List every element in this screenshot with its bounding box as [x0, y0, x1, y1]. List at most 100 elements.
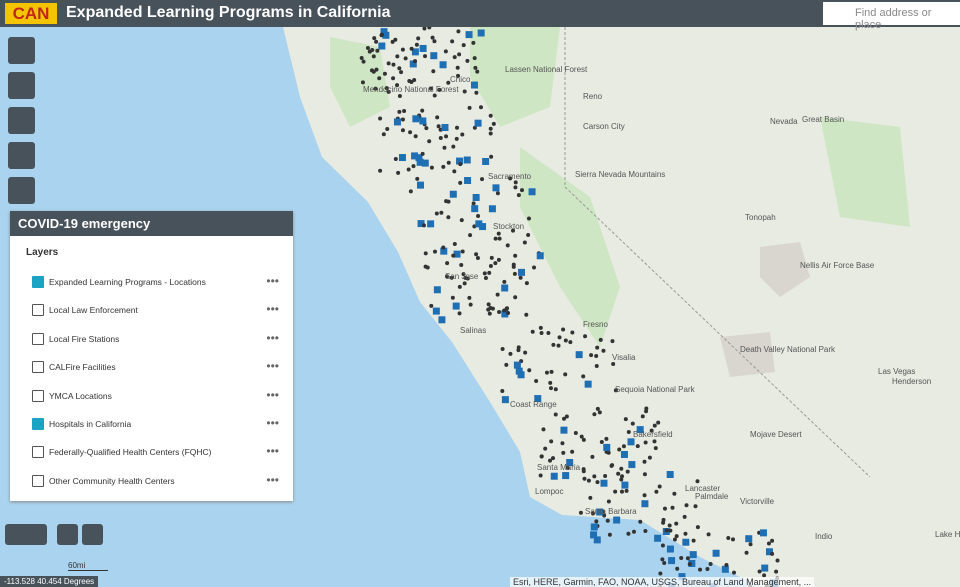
map-marker[interactable] — [589, 353, 594, 358]
map-marker[interactable] — [695, 525, 700, 530]
map-marker[interactable] — [457, 284, 462, 289]
map-marker[interactable] — [642, 493, 647, 498]
map-marker[interactable] — [409, 60, 417, 68]
map-marker[interactable] — [437, 87, 442, 92]
map-marker[interactable] — [506, 311, 511, 316]
map-marker[interactable] — [674, 521, 679, 526]
map-marker[interactable] — [672, 491, 677, 496]
map-marker[interactable] — [361, 59, 366, 64]
map-marker[interactable] — [359, 55, 364, 60]
map-marker[interactable] — [393, 37, 398, 42]
map-marker[interactable] — [385, 126, 390, 131]
map-marker[interactable] — [489, 255, 494, 260]
map-marker[interactable] — [513, 295, 518, 300]
map-marker[interactable] — [631, 529, 636, 534]
map-marker[interactable] — [475, 69, 480, 74]
map-marker[interactable] — [452, 242, 457, 247]
map-marker[interactable] — [458, 162, 463, 167]
map-marker[interactable] — [488, 263, 493, 268]
checkbox[interactable] — [32, 304, 44, 317]
map-marker[interactable] — [516, 193, 521, 198]
map-marker[interactable] — [546, 331, 551, 336]
map-marker[interactable] — [488, 126, 493, 131]
map-marker[interactable] — [371, 69, 376, 74]
layer-row[interactable]: Hospitals in California ••• — [24, 416, 279, 432]
map-marker[interactable] — [501, 396, 509, 404]
map-marker[interactable] — [430, 52, 438, 60]
map-marker[interactable] — [395, 54, 400, 59]
map-marker[interactable] — [595, 480, 600, 485]
map-marker[interactable] — [470, 81, 478, 89]
map-marker[interactable] — [456, 29, 461, 34]
map-marker[interactable] — [488, 113, 493, 118]
map-marker[interactable] — [416, 158, 424, 166]
map-marker[interactable] — [548, 458, 553, 463]
map-marker[interactable] — [465, 58, 470, 63]
map-marker[interactable] — [398, 154, 406, 162]
map-marker[interactable] — [599, 439, 604, 444]
map-marker[interactable] — [560, 441, 565, 446]
map-marker[interactable] — [500, 347, 505, 352]
map-marker[interactable] — [539, 330, 544, 335]
checkbox[interactable] — [32, 389, 44, 402]
map-marker[interactable] — [411, 48, 419, 56]
map-marker[interactable] — [378, 42, 386, 50]
map-marker[interactable] — [433, 286, 441, 294]
checkbox[interactable] — [32, 276, 44, 288]
map-marker[interactable] — [534, 395, 542, 403]
map-marker[interactable] — [474, 252, 479, 257]
map-marker[interactable] — [586, 478, 591, 483]
map-marker[interactable] — [670, 505, 675, 510]
map-marker[interactable] — [441, 245, 446, 250]
search-box[interactable]: Find address or place — [823, 2, 960, 31]
map-marker[interactable] — [652, 423, 657, 428]
map-marker[interactable] — [674, 534, 679, 539]
map-marker[interactable] — [600, 479, 608, 487]
map-marker[interactable] — [419, 44, 427, 52]
map-marker[interactable] — [421, 223, 426, 228]
map-marker[interactable] — [463, 156, 471, 164]
map-marker[interactable] — [467, 105, 472, 110]
map-marker[interactable] — [455, 65, 460, 70]
map-marker[interactable] — [595, 406, 600, 411]
map-marker[interactable] — [502, 308, 507, 313]
map-marker[interactable] — [423, 251, 428, 256]
map-marker[interactable] — [748, 542, 753, 547]
map-marker[interactable] — [373, 86, 378, 91]
map-marker[interactable] — [461, 43, 466, 48]
map-marker[interactable] — [432, 307, 440, 315]
map-marker[interactable] — [662, 561, 667, 566]
map-marker[interactable] — [513, 180, 518, 185]
map-marker[interactable] — [446, 160, 451, 165]
map-marker[interactable] — [613, 516, 621, 524]
map-marker[interactable] — [428, 86, 433, 91]
map-marker[interactable] — [390, 39, 395, 44]
map-marker[interactable] — [434, 211, 439, 216]
map-marker[interactable] — [664, 528, 669, 533]
map-marker[interactable] — [451, 253, 456, 258]
map-marker[interactable] — [543, 446, 548, 451]
map-marker[interactable] — [391, 76, 396, 81]
map-marker[interactable] — [415, 176, 420, 181]
map-marker[interactable] — [606, 499, 611, 504]
map-marker[interactable] — [420, 151, 425, 156]
map-marker[interactable] — [371, 54, 376, 59]
map-marker[interactable] — [649, 428, 654, 433]
map-marker[interactable] — [421, 159, 429, 167]
map-marker[interactable] — [393, 157, 398, 162]
map-marker[interactable] — [422, 27, 427, 31]
map-marker[interactable] — [594, 353, 599, 358]
map-marker[interactable] — [682, 538, 690, 546]
map-marker[interactable] — [397, 66, 402, 71]
map-marker[interactable] — [675, 566, 680, 571]
map-marker[interactable] — [561, 327, 566, 332]
map-marker[interactable] — [526, 233, 531, 238]
map-marker[interactable] — [621, 444, 626, 449]
map-marker[interactable] — [451, 144, 456, 149]
map-marker[interactable] — [594, 363, 599, 368]
map-marker[interactable] — [726, 535, 731, 540]
map-marker[interactable] — [591, 511, 596, 516]
options[interactable]: ••• — [266, 416, 279, 430]
map-marker[interactable] — [553, 412, 558, 417]
map-marker[interactable] — [502, 279, 507, 284]
